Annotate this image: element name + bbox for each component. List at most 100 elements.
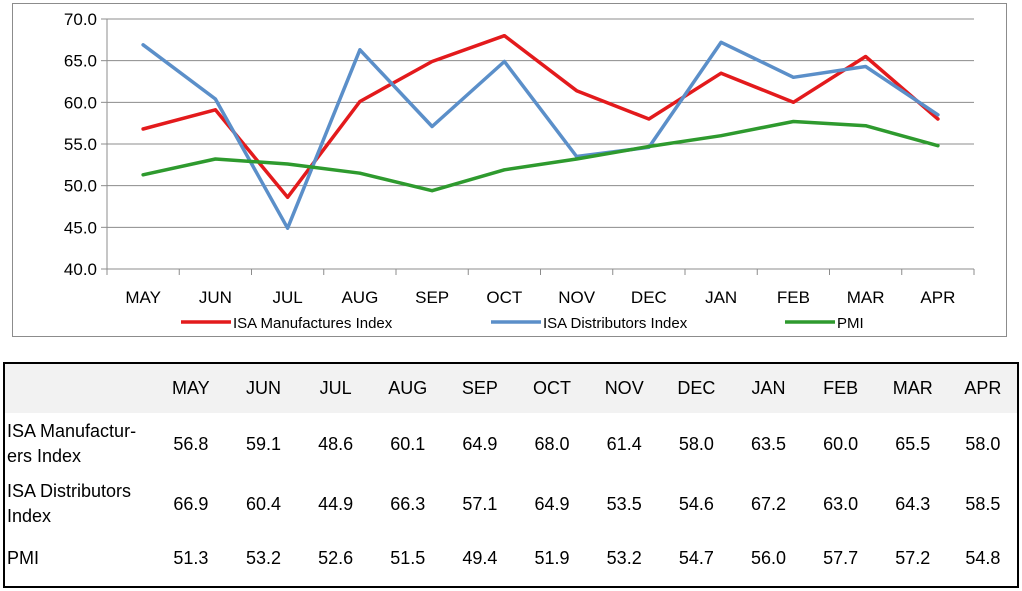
data-point <box>430 60 434 63</box>
table-cell: 57.2 <box>895 547 931 568</box>
y-tick-label: 65.0 <box>64 52 97 71</box>
table-row: PMI 51.3 53.2 52.6 51.5 49.4 51.9 53.2 54.7 56.0 5… <box>5 533 1017 583</box>
table-cell: 54.6 <box>678 493 714 514</box>
row-label-line: PMI <box>7 547 40 568</box>
table-cell: 67.2 <box>750 493 786 514</box>
table-cell: 60.1 <box>390 433 426 454</box>
data-point <box>647 145 651 148</box>
data-point <box>286 162 290 166</box>
data-point <box>430 189 434 193</box>
table-row: ISA Manufactur-ers Index 56.8 59.1 48.6 60.1… <box>5 413 1017 475</box>
data-point <box>719 40 723 44</box>
data-point <box>358 171 362 175</box>
table-cell: 60.4 <box>245 493 282 514</box>
table-cell: 66.9 <box>173 493 209 514</box>
table-cell: 60.0 <box>823 433 859 454</box>
table-cell: 63.0 <box>823 493 859 514</box>
data-point <box>575 157 579 161</box>
legend: ISA Manufactures Index ISA Distributors I… <box>181 315 864 332</box>
x-tick-label: DEC <box>631 288 667 307</box>
data-point <box>141 173 145 177</box>
data-point <box>791 100 795 104</box>
data-point <box>286 195 290 199</box>
table-cell: 58.0 <box>965 433 1001 454</box>
table-header-cell: MAY <box>154 364 228 413</box>
data-point <box>358 48 362 52</box>
table-header-cell: AUG <box>371 364 444 413</box>
table-header-cell: JAN <box>732 364 805 413</box>
y-tick-label: 40.0 <box>64 260 97 279</box>
table-cell: 64.3 <box>895 493 931 514</box>
row-label-line: ISA Manufactur- <box>7 421 137 441</box>
table-cell: 44.9 <box>318 493 354 514</box>
data-point <box>719 71 723 75</box>
series-line-1 <box>141 40 940 230</box>
chart-canvas: 70.0 65.0 60.0 55.0 50.0 45.0 40.0 MAY JUN JUL AU… <box>64 10 975 332</box>
table-header-cell: DEC <box>660 364 733 413</box>
data-point <box>213 97 217 101</box>
data-point <box>502 34 506 38</box>
data-table-panel: MAY JUN JUL AUG SEP OCT NOV DEC JAN FEB MAR APR ISA… <box>3 362 1019 588</box>
table-header-cell: NOV <box>588 364 661 413</box>
x-tick-label: JAN <box>705 288 737 307</box>
table-header-row: MAY JUN JUL AUG SEP OCT NOV DEC JAN FEB MAR APR <box>5 364 1017 413</box>
x-tick-label: JUL <box>273 288 303 307</box>
x-tick-label: MAY <box>125 288 161 307</box>
data-point <box>936 113 940 117</box>
x-tick-label: NOV <box>558 288 596 307</box>
table-cell: 59.1 <box>245 433 282 454</box>
table-header-cell: JUN <box>227 364 300 413</box>
table-header-cell: APR <box>948 364 1017 413</box>
table-cell: 54.7 <box>678 547 714 568</box>
line-chart: 70.0 65.0 60.0 55.0 50.0 45.0 40.0 MAY JUN JUL AU… <box>12 3 1007 337</box>
data-point <box>502 60 506 63</box>
table-header-cell: JUL <box>299 364 372 413</box>
table-cell: 58.0 <box>678 433 714 454</box>
table-row: ISA Distributors Index 66.9 60.4 44.9 66.3 57.… <box>5 475 1017 533</box>
table-cell: 53.5 <box>606 493 642 514</box>
y-tick-label: 70.0 <box>64 10 97 29</box>
table-header-cell: FEB <box>804 364 877 413</box>
table-cell: 66.3 <box>390 493 426 514</box>
table-header-cell: OCT <box>515 364 589 413</box>
table-cell: 65.5 <box>895 433 931 454</box>
row-label: ISA Distributors Index <box>5 475 154 533</box>
row-label: PMI <box>5 533 154 583</box>
table-cell: 49.4 <box>462 547 498 568</box>
table-corner-cell <box>5 364 155 413</box>
y-axis-tick-labels: 70.0 65.0 60.0 55.0 50.0 45.0 40.0 <box>64 10 97 279</box>
row-label-line: ISA Distributors <box>7 481 132 501</box>
table-cell: 51.5 <box>390 547 426 568</box>
series-line-0 <box>141 33 940 200</box>
row-label-line: Index <box>7 506 52 526</box>
table-cell: 51.3 <box>173 547 209 568</box>
table-cell: 61.4 <box>606 433 642 454</box>
series-lines <box>141 33 940 230</box>
row-label-line: ers Index <box>7 446 82 466</box>
table-cell: 53.2 <box>606 547 642 568</box>
gridlines <box>107 18 974 270</box>
data-point <box>141 43 145 47</box>
data-point <box>936 144 940 148</box>
table-cell: 52.6 <box>318 547 354 568</box>
data-point <box>575 89 579 93</box>
data-point <box>213 157 217 161</box>
x-axis-tick-labels: MAY JUN JUL AUG SEP OCT NOV DEC JAN FEB MAR APR <box>125 288 955 307</box>
x-tick-label: MAR <box>847 288 885 307</box>
table-cell: 57.7 <box>823 547 859 568</box>
data-point <box>864 124 868 128</box>
data-point <box>358 100 362 103</box>
data-table: MAY JUN JUL AUG SEP OCT NOV DEC JAN FEB MAR APR ISA… <box>5 364 1017 583</box>
x-tick-label: OCT <box>486 288 522 307</box>
table-cell: 56.8 <box>173 433 209 454</box>
table-cell: 64.9 <box>534 493 570 514</box>
table-cell: 51.9 <box>534 547 570 568</box>
legend-label: ISA Distributors Index <box>543 315 688 332</box>
x-tick-label: SEP <box>415 288 449 307</box>
data-point <box>286 226 290 230</box>
table-cell: 64.9 <box>462 433 498 454</box>
legend-label: ISA Manufactures Index <box>233 315 393 332</box>
y-tick-label: 60.0 <box>64 93 97 112</box>
table-header-cell: MAR <box>876 364 949 413</box>
series-line-2 <box>141 119 940 193</box>
